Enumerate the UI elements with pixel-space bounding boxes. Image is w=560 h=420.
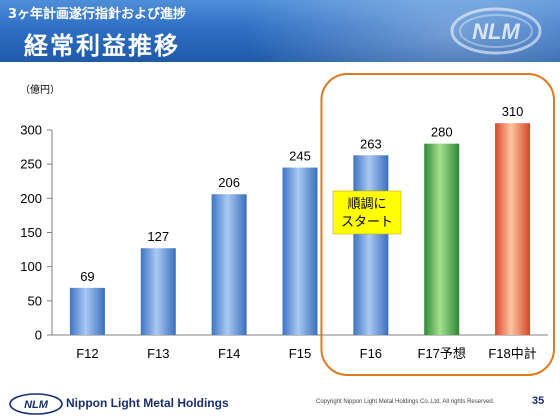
y-tick-label: 200 — [20, 191, 42, 206]
slide-header: 3ヶ年計画遂行指針および進捗 経常利益推移 NLM — [0, 0, 560, 62]
y-axis-unit-label: （億円） — [20, 83, 60, 96]
bar-F12 — [69, 287, 105, 335]
slide-footer: NLM Nippon Light Metal Holdings Copyrigh… — [0, 388, 560, 420]
x-category-label: F12 — [76, 346, 98, 361]
x-category-label: F15 — [289, 346, 311, 361]
bar-value-label: 69 — [80, 269, 94, 284]
y-tick-label: 0 — [35, 328, 42, 343]
page-number: 35 — [532, 395, 545, 407]
bar-value-label: 245 — [289, 149, 311, 164]
bar-F18中計 — [495, 123, 531, 335]
profit-bar-chart: （億円） 0 50 100 150 200 250 300 69 F12 127 F13 206 F14 2… — [20, 73, 555, 376]
y-tick-label: 100 — [20, 259, 42, 274]
company-name: Nippon Light Metal Holdings — [66, 396, 229, 410]
y-tick-label: 50 — [28, 293, 42, 308]
y-tick-label: 300 — [20, 123, 42, 138]
x-category-label: F16 — [360, 346, 382, 361]
slide-subtitle: 3ヶ年計画遂行指針および進捗 — [8, 7, 187, 22]
chart-area: （億円） 0 50 100 150 200 250 300 69 F12 127 F13 206 F14 2… — [0, 62, 560, 382]
header-nlm-logo: NLM — [448, 6, 544, 56]
bar-F13 — [140, 248, 176, 335]
bar-value-label: 127 — [147, 229, 169, 244]
x-category-label: F17予想 — [418, 346, 466, 361]
x-category-label: F14 — [218, 346, 240, 361]
bar-value-label: 206 — [218, 175, 240, 190]
forecast-highlight-frame — [320, 73, 555, 376]
bar-F17予想 — [424, 143, 460, 335]
annotation-text: スタート — [341, 214, 393, 229]
y-tick-label: 250 — [20, 157, 42, 172]
x-category-label: F13 — [147, 346, 169, 361]
bar-value-label: 310 — [502, 104, 524, 119]
bar-F16 — [353, 155, 389, 335]
footer-logo-text: NLM — [24, 399, 49, 411]
footer-nlm-logo: NLM — [8, 392, 64, 420]
annotation-text: 順調に — [347, 196, 386, 211]
header-logo-text: NLM — [472, 19, 520, 44]
slide-title: 経常利益推移 — [24, 32, 180, 60]
annotation-box — [332, 190, 402, 235]
x-category-label: F18中計 — [488, 346, 536, 361]
copyright-text: Copyright Nippon Light Metal Holdings Co… — [316, 399, 495, 405]
bar-value-label: 280 — [431, 125, 453, 140]
bar-F15 — [282, 167, 318, 335]
y-tick-label: 150 — [20, 225, 42, 240]
bar-value-label: 263 — [360, 136, 382, 151]
bar-F14 — [211, 194, 247, 335]
